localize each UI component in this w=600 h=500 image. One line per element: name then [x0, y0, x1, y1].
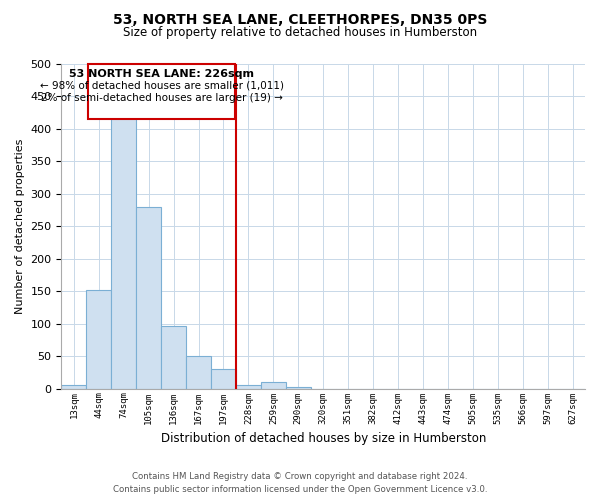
Bar	[111, 116, 136, 388]
Text: ← 98% of detached houses are smaller (1,011): ← 98% of detached houses are smaller (1,…	[40, 81, 284, 91]
Text: Size of property relative to detached houses in Humberston: Size of property relative to detached ho…	[123, 26, 477, 39]
Bar	[86, 290, 111, 388]
Text: 2% of semi-detached houses are larger (19) →: 2% of semi-detached houses are larger (1…	[41, 92, 283, 102]
Bar	[136, 207, 161, 388]
X-axis label: Distribution of detached houses by size in Humberston: Distribution of detached houses by size …	[161, 432, 486, 445]
Text: 53, NORTH SEA LANE, CLEETHORPES, DN35 0PS: 53, NORTH SEA LANE, CLEETHORPES, DN35 0P…	[113, 12, 487, 26]
Text: 53 NORTH SEA LANE: 226sqm: 53 NORTH SEA LANE: 226sqm	[69, 69, 254, 79]
Bar	[186, 356, 211, 388]
Bar	[286, 386, 311, 388]
Bar	[236, 386, 261, 388]
Bar	[261, 382, 286, 388]
Text: Contains HM Land Registry data © Crown copyright and database right 2024.
Contai: Contains HM Land Registry data © Crown c…	[113, 472, 487, 494]
Y-axis label: Number of detached properties: Number of detached properties	[15, 138, 25, 314]
Bar	[161, 326, 186, 388]
Bar	[211, 369, 236, 388]
Bar	[88, 64, 235, 119]
Bar	[61, 386, 86, 388]
